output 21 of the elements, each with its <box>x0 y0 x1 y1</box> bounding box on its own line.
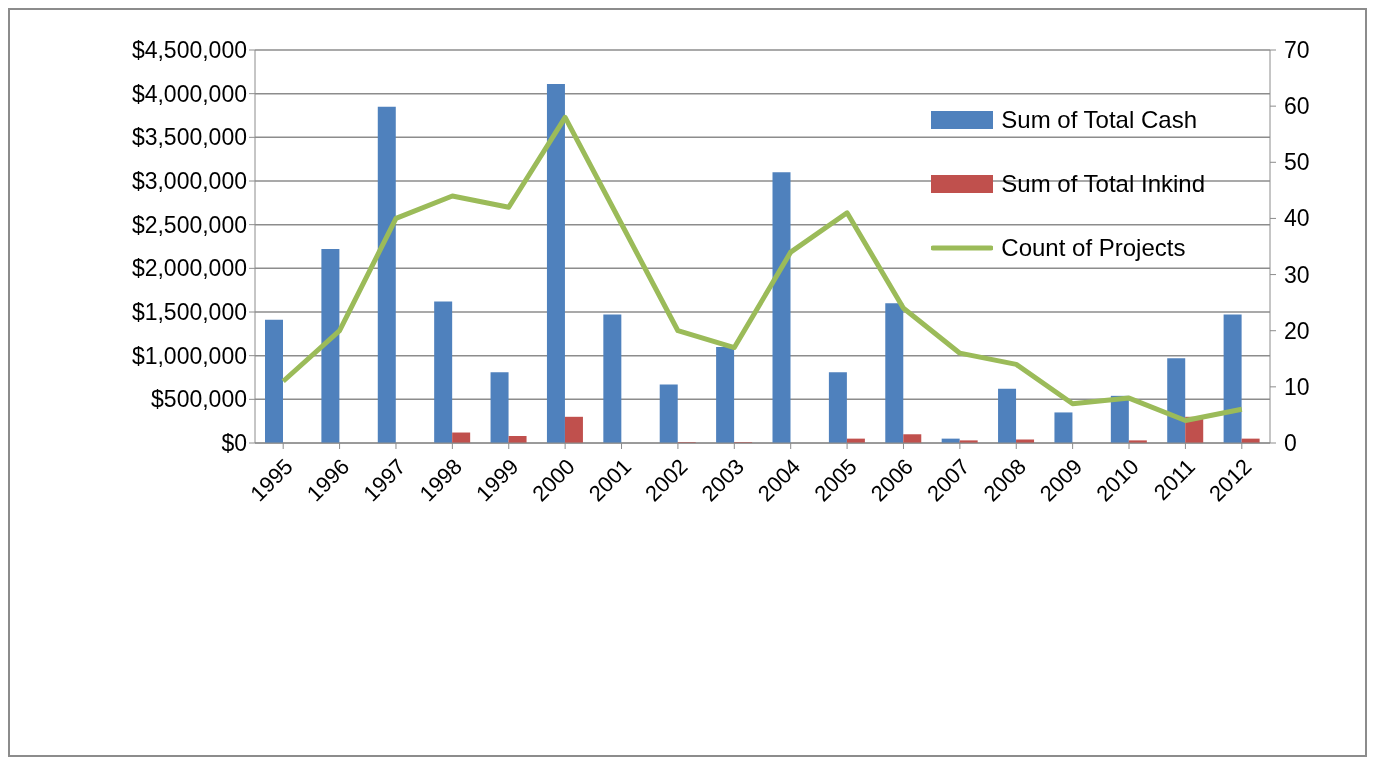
y2-tick-label: 70 <box>1284 37 1310 63</box>
legend-label: Sum of Total Inkind <box>1001 170 1205 198</box>
legend-label: Sum of Total Cash <box>1001 106 1197 134</box>
y-tick-label: $1,500,000 <box>131 299 247 326</box>
y-tick-label: $3,500,000 <box>131 124 247 151</box>
y-tick-label: $3,000,000 <box>131 168 247 195</box>
y2-tick-label: 20 <box>1284 317 1310 344</box>
y-tick-label: $4,000,000 <box>131 80 247 107</box>
y2-tick-label: 0 <box>1284 430 1297 456</box>
y2-tick-label: 50 <box>1284 149 1310 176</box>
y-tick-label: $0 <box>221 430 247 457</box>
y-tick-label: $2,500,000 <box>131 211 247 238</box>
y-tick-label: $4,500,000 <box>131 37 247 64</box>
y-tick-label: $1,000,000 <box>131 342 247 369</box>
y-tick-label: $2,000,000 <box>131 255 247 282</box>
legend-label: Count of Projects <box>1001 234 1186 262</box>
y2-tick-label: 10 <box>1284 373 1310 400</box>
y2-tick-label: 40 <box>1284 205 1310 232</box>
y-tick-label: $500,000 <box>151 386 247 413</box>
y2-tick-label: 30 <box>1284 261 1310 288</box>
y2-tick-label: 60 <box>1284 93 1310 120</box>
